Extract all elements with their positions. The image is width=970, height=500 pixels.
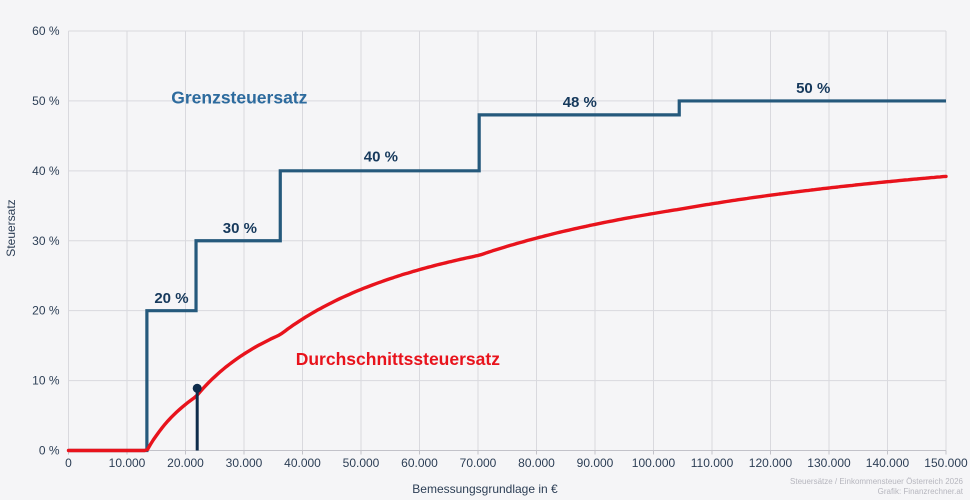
x-tick-label: 100.000 xyxy=(632,456,676,470)
step-label: 20 % xyxy=(154,290,188,307)
y-tick-label: 50 % xyxy=(32,94,60,108)
y-tick-label: 20 % xyxy=(32,304,60,318)
tick-labels: 0 10.000 20.000 30.000 40.000 50.000 60.000 70.… xyxy=(32,24,968,470)
grenzsteuersatz-line xyxy=(68,99,946,453)
x-tick-label: 70.000 xyxy=(460,456,497,470)
series-label: Durchschnittssteuersatz xyxy=(296,349,500,369)
step-label: 30 % xyxy=(223,220,257,237)
step-label: 40 % xyxy=(364,149,398,166)
x-tick-label: 80.000 xyxy=(518,456,555,470)
step-label: 48 % xyxy=(563,94,597,111)
x-tick-label: 0 xyxy=(65,456,72,470)
source-caption: Steuersätze / Einkommensteuer Österreich… xyxy=(790,477,963,497)
y-tick-label: 30 % xyxy=(32,234,60,248)
x-tick-label: 120.000 xyxy=(749,456,793,470)
x-tick-label: 40.000 xyxy=(284,456,321,470)
x-axis xyxy=(68,450,947,455)
x-tick-label: 20.000 xyxy=(167,456,204,470)
x-tick-label: 110.000 xyxy=(691,456,734,470)
caption-line-source: Steuersätze / Einkommensteuer Österreich… xyxy=(790,477,963,486)
y-tick-label: 40 % xyxy=(32,164,60,178)
step-labels: 20 % 30 % 40 % 48 % 50 % xyxy=(154,80,830,307)
caption-line-credit: Grafik: Finanzrechner.at xyxy=(877,487,963,496)
y-tick-label: 10 % xyxy=(32,374,60,388)
y-tick-label: 60 % xyxy=(32,24,60,38)
durchschnittssteuersatz-line xyxy=(66,174,948,453)
marker-dot xyxy=(192,383,202,393)
x-tick-label: 140.000 xyxy=(866,456,910,470)
x-tick-label: 60.000 xyxy=(401,456,438,470)
x-tick-label: 50.000 xyxy=(343,456,380,470)
y-tick-label: 0 % xyxy=(39,444,60,458)
x-tick-label: 30.000 xyxy=(226,456,263,470)
x-tick-label: 150.000 xyxy=(924,456,968,470)
series-label: Grenzsteuersatz xyxy=(171,88,307,108)
step-label: 50 % xyxy=(796,80,830,97)
y-axis-title: Steuersatz xyxy=(4,199,18,257)
x-axis-title: Bemessungsgrundlage in € xyxy=(412,482,558,496)
x-tick-label: 10.000 xyxy=(109,456,146,470)
x-tick-label: 130.000 xyxy=(807,456,851,470)
x-tick-label: 90.000 xyxy=(577,456,614,470)
